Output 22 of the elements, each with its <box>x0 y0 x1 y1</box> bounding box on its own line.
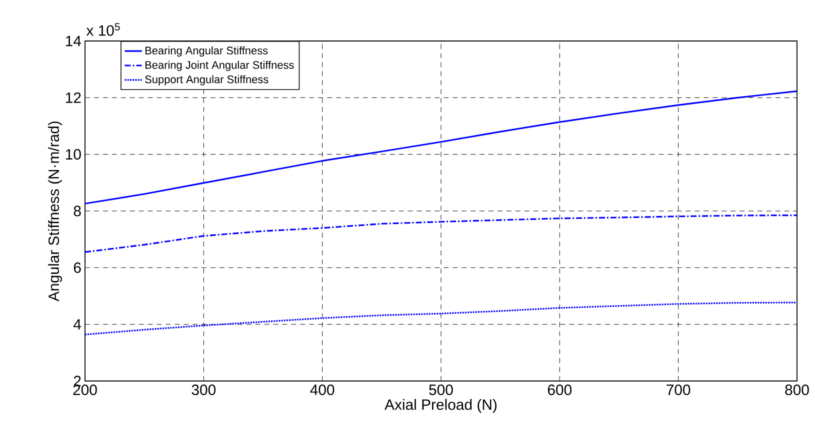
legend-label: Bearing Angular Stiffness <box>145 46 268 57</box>
legend-label: Support Angular Stiffness <box>145 75 268 86</box>
line-series <box>85 302 798 336</box>
y-tick-label: 8 <box>74 206 81 216</box>
line-series <box>85 214 798 253</box>
y-tick-label: 10 <box>66 149 81 160</box>
x-tick-label: 300 <box>192 384 216 396</box>
x-tick-label: 800 <box>785 384 809 396</box>
y-axis-title: Angular Stiffness (N·m/rad) <box>48 122 62 302</box>
x-tick-label: 400 <box>310 384 334 396</box>
y-tick-label: 12 <box>66 92 81 103</box>
x-axis-title: Axial Preload (N) <box>384 398 497 413</box>
y-tick-label: 14 <box>66 36 82 46</box>
line-series <box>85 90 798 204</box>
x-tick-label: 500 <box>429 384 453 396</box>
text: x 10$^{5}$ <box>86 23 120 36</box>
y-tick-label: 6 <box>74 262 81 273</box>
x-tick-label: 700 <box>666 384 690 396</box>
x-tick-label: 600 <box>548 384 572 396</box>
legend-label: Bearing Joint Angular Stiffness <box>145 60 294 71</box>
x-tick-label: 200 <box>73 384 97 396</box>
y-tick-label: 4 <box>74 319 82 330</box>
